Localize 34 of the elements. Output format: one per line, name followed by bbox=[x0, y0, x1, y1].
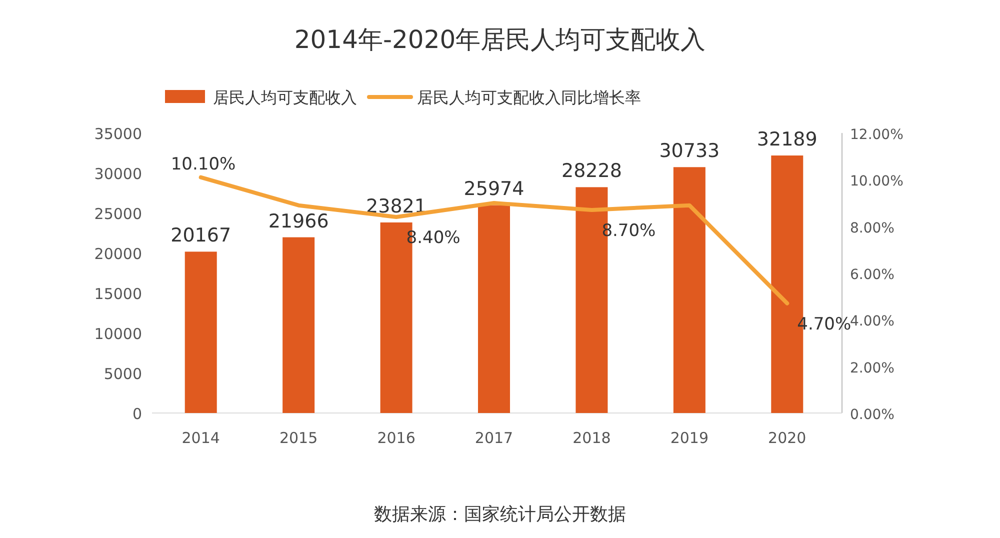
data-label: 23821 bbox=[366, 195, 427, 218]
x-tick-label: 2020 bbox=[768, 429, 806, 447]
y2-tick-label: 10.00% bbox=[850, 174, 904, 190]
y-tick-label: 10000 bbox=[94, 325, 142, 343]
y2-tick-label: 8.00% bbox=[850, 220, 894, 236]
y2-tick-label: 0.00% bbox=[850, 407, 894, 423]
x-tick-label: 2017 bbox=[474, 429, 514, 447]
y-tick-label: 20000 bbox=[94, 245, 142, 263]
data-label: 10.10% bbox=[170, 154, 236, 174]
data-label: 32189 bbox=[756, 128, 818, 150]
x-tick-label: 2015 bbox=[279, 429, 318, 447]
y-tick-label: 35000 bbox=[94, 125, 142, 143]
y-tick-label: 30000 bbox=[94, 165, 142, 183]
data-label: 28228 bbox=[561, 160, 622, 182]
x-tick-label: 2019 bbox=[670, 429, 709, 447]
data-label: 30733 bbox=[659, 140, 720, 162]
y-tick-label: 5000 bbox=[104, 365, 142, 383]
data-label: 20167 bbox=[170, 224, 232, 247]
legend-label: 居民人均可支配收入 bbox=[213, 88, 357, 107]
x-tick-label: 2014 bbox=[182, 429, 220, 447]
x-tick-label: 2018 bbox=[572, 429, 611, 447]
y2-tick-label: 4.00% bbox=[850, 314, 894, 330]
x-tick-label: 2016 bbox=[377, 429, 416, 447]
y-tick-label: 0 bbox=[132, 405, 142, 423]
source-note: 数据来源：国家统计局公开数据 bbox=[374, 504, 626, 525]
y2-tick-label: 12.00% bbox=[850, 127, 904, 143]
y-tick-label: 25000 bbox=[94, 205, 142, 223]
data-label: 21966 bbox=[268, 210, 329, 232]
data-label: 25974 bbox=[464, 178, 524, 200]
legend-label: 居民人均可支配收入同比增长率 bbox=[417, 88, 641, 107]
y2-tick-label: 2.00% bbox=[850, 360, 894, 376]
y-tick-label: 15000 bbox=[94, 285, 142, 303]
chart-title: 2014年-2020年居民人均可支配收入 bbox=[294, 25, 706, 54]
y2-tick-label: 6.00% bbox=[850, 267, 894, 283]
